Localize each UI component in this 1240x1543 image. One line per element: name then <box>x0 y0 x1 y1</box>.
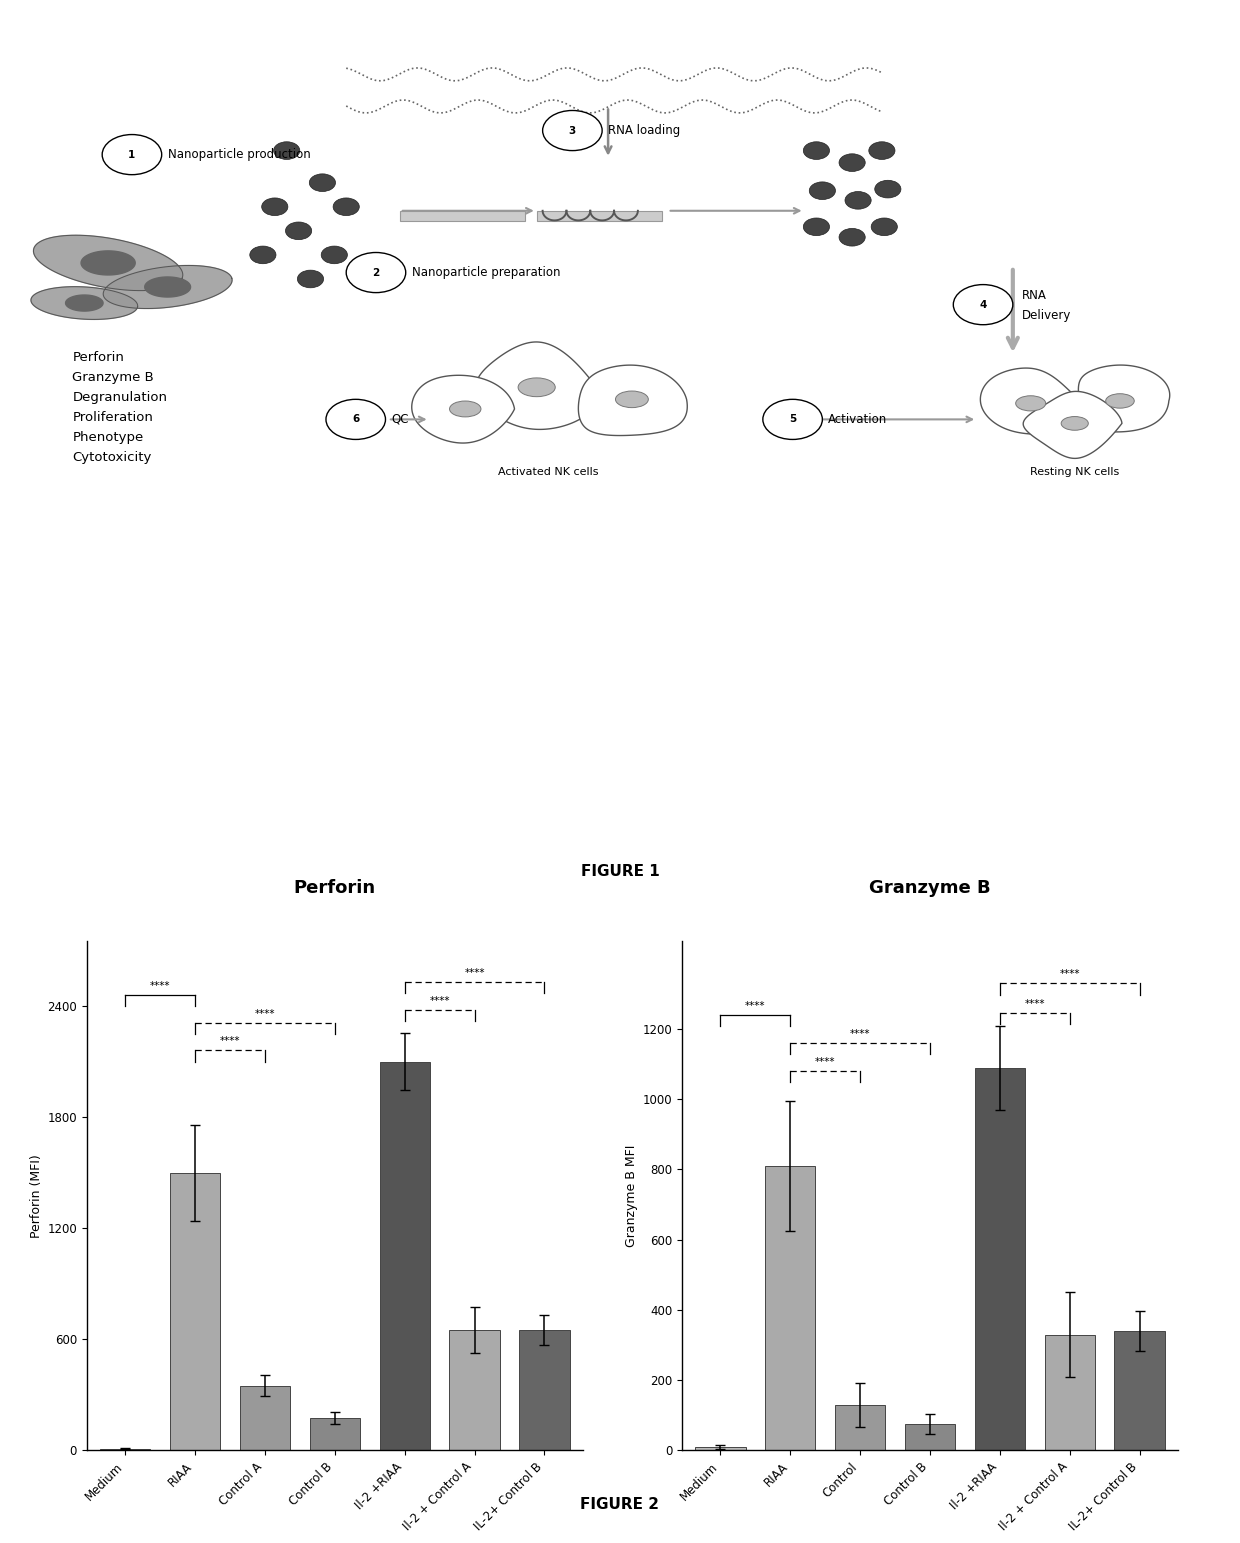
Bar <box>520 1330 569 1450</box>
Text: ****: **** <box>464 967 485 978</box>
Polygon shape <box>981 369 1085 434</box>
Circle shape <box>285 222 311 239</box>
Circle shape <box>326 400 386 440</box>
Circle shape <box>763 400 822 440</box>
Bar <box>765 1167 816 1450</box>
FancyBboxPatch shape <box>399 211 525 221</box>
Text: ****: **** <box>429 995 450 1006</box>
Circle shape <box>543 111 603 151</box>
Text: ****: **** <box>815 1057 836 1068</box>
Text: 6: 6 <box>352 415 360 424</box>
Title: Granzyme B: Granzyme B <box>869 878 991 896</box>
Text: ****: **** <box>219 1037 241 1046</box>
Bar <box>835 1404 885 1450</box>
Circle shape <box>810 182 836 199</box>
Text: 2: 2 <box>372 267 379 278</box>
Polygon shape <box>66 295 103 312</box>
Text: 1: 1 <box>128 150 135 159</box>
Bar <box>1115 1332 1164 1450</box>
Polygon shape <box>31 287 138 319</box>
Circle shape <box>804 142 830 159</box>
Text: Perforin
Granzyme B
Degranulation
Proliferation
Phenotype
Cytotoxicity: Perforin Granzyme B Degranulation Prolif… <box>72 352 167 464</box>
Text: QC: QC <box>392 414 409 426</box>
Circle shape <box>334 198 360 216</box>
Polygon shape <box>412 375 515 443</box>
Text: ****: **** <box>1059 969 1080 980</box>
Bar <box>170 1173 221 1450</box>
Text: Nanoparticle preparation: Nanoparticle preparation <box>412 265 560 279</box>
Circle shape <box>954 284 1013 324</box>
Text: Activation: Activation <box>828 414 888 426</box>
Bar <box>239 1386 290 1450</box>
FancyBboxPatch shape <box>537 211 662 221</box>
Text: RNA loading: RNA loading <box>608 123 681 137</box>
Polygon shape <box>1079 366 1169 432</box>
Bar <box>975 1068 1025 1450</box>
Bar <box>696 1447 745 1450</box>
Bar <box>310 1418 360 1450</box>
Circle shape <box>874 181 901 198</box>
Text: FIGURE 1: FIGURE 1 <box>580 864 660 880</box>
Text: ****: **** <box>150 981 170 991</box>
Text: ****: **** <box>1024 1000 1045 1009</box>
Circle shape <box>869 142 895 159</box>
Polygon shape <box>33 235 182 290</box>
Text: RNA: RNA <box>1022 289 1048 301</box>
Circle shape <box>274 142 300 159</box>
Text: Nanoparticle production: Nanoparticle production <box>167 148 310 160</box>
Circle shape <box>346 253 405 293</box>
Circle shape <box>872 218 898 236</box>
Text: 3: 3 <box>569 125 577 136</box>
Y-axis label: Granzyme B MFI: Granzyme B MFI <box>625 1145 639 1247</box>
Text: ****: **** <box>254 1009 275 1018</box>
Polygon shape <box>103 265 232 309</box>
Circle shape <box>321 245 347 264</box>
Polygon shape <box>1023 392 1122 458</box>
Circle shape <box>249 245 277 264</box>
Text: Activated NK cells: Activated NK cells <box>498 466 599 477</box>
Bar <box>379 1062 430 1450</box>
Polygon shape <box>476 343 598 429</box>
Polygon shape <box>145 278 191 296</box>
Ellipse shape <box>1106 393 1135 409</box>
Circle shape <box>844 191 872 210</box>
Bar <box>449 1330 500 1450</box>
Ellipse shape <box>518 378 556 397</box>
Y-axis label: Perforin (MFI): Perforin (MFI) <box>30 1154 43 1237</box>
Circle shape <box>262 198 288 216</box>
Text: Resting NK cells: Resting NK cells <box>1030 466 1120 477</box>
Ellipse shape <box>1016 395 1045 410</box>
Ellipse shape <box>1061 417 1089 430</box>
Bar <box>905 1424 955 1450</box>
Ellipse shape <box>615 390 649 407</box>
Circle shape <box>804 218 830 236</box>
Circle shape <box>298 270 324 289</box>
Circle shape <box>839 154 866 171</box>
Text: 5: 5 <box>789 415 796 424</box>
Circle shape <box>102 134 161 174</box>
Circle shape <box>839 228 866 245</box>
Polygon shape <box>81 252 135 275</box>
Polygon shape <box>578 366 687 435</box>
Title: Perforin: Perforin <box>294 878 376 896</box>
Text: 4: 4 <box>980 299 987 310</box>
Ellipse shape <box>450 401 481 417</box>
Bar <box>100 1449 150 1450</box>
Circle shape <box>309 174 336 191</box>
Bar <box>1044 1335 1095 1450</box>
Text: FIGURE 2: FIGURE 2 <box>580 1497 660 1512</box>
Text: Delivery: Delivery <box>1022 309 1071 321</box>
Text: ****: **** <box>745 1001 765 1011</box>
Text: ****: **** <box>849 1029 870 1038</box>
